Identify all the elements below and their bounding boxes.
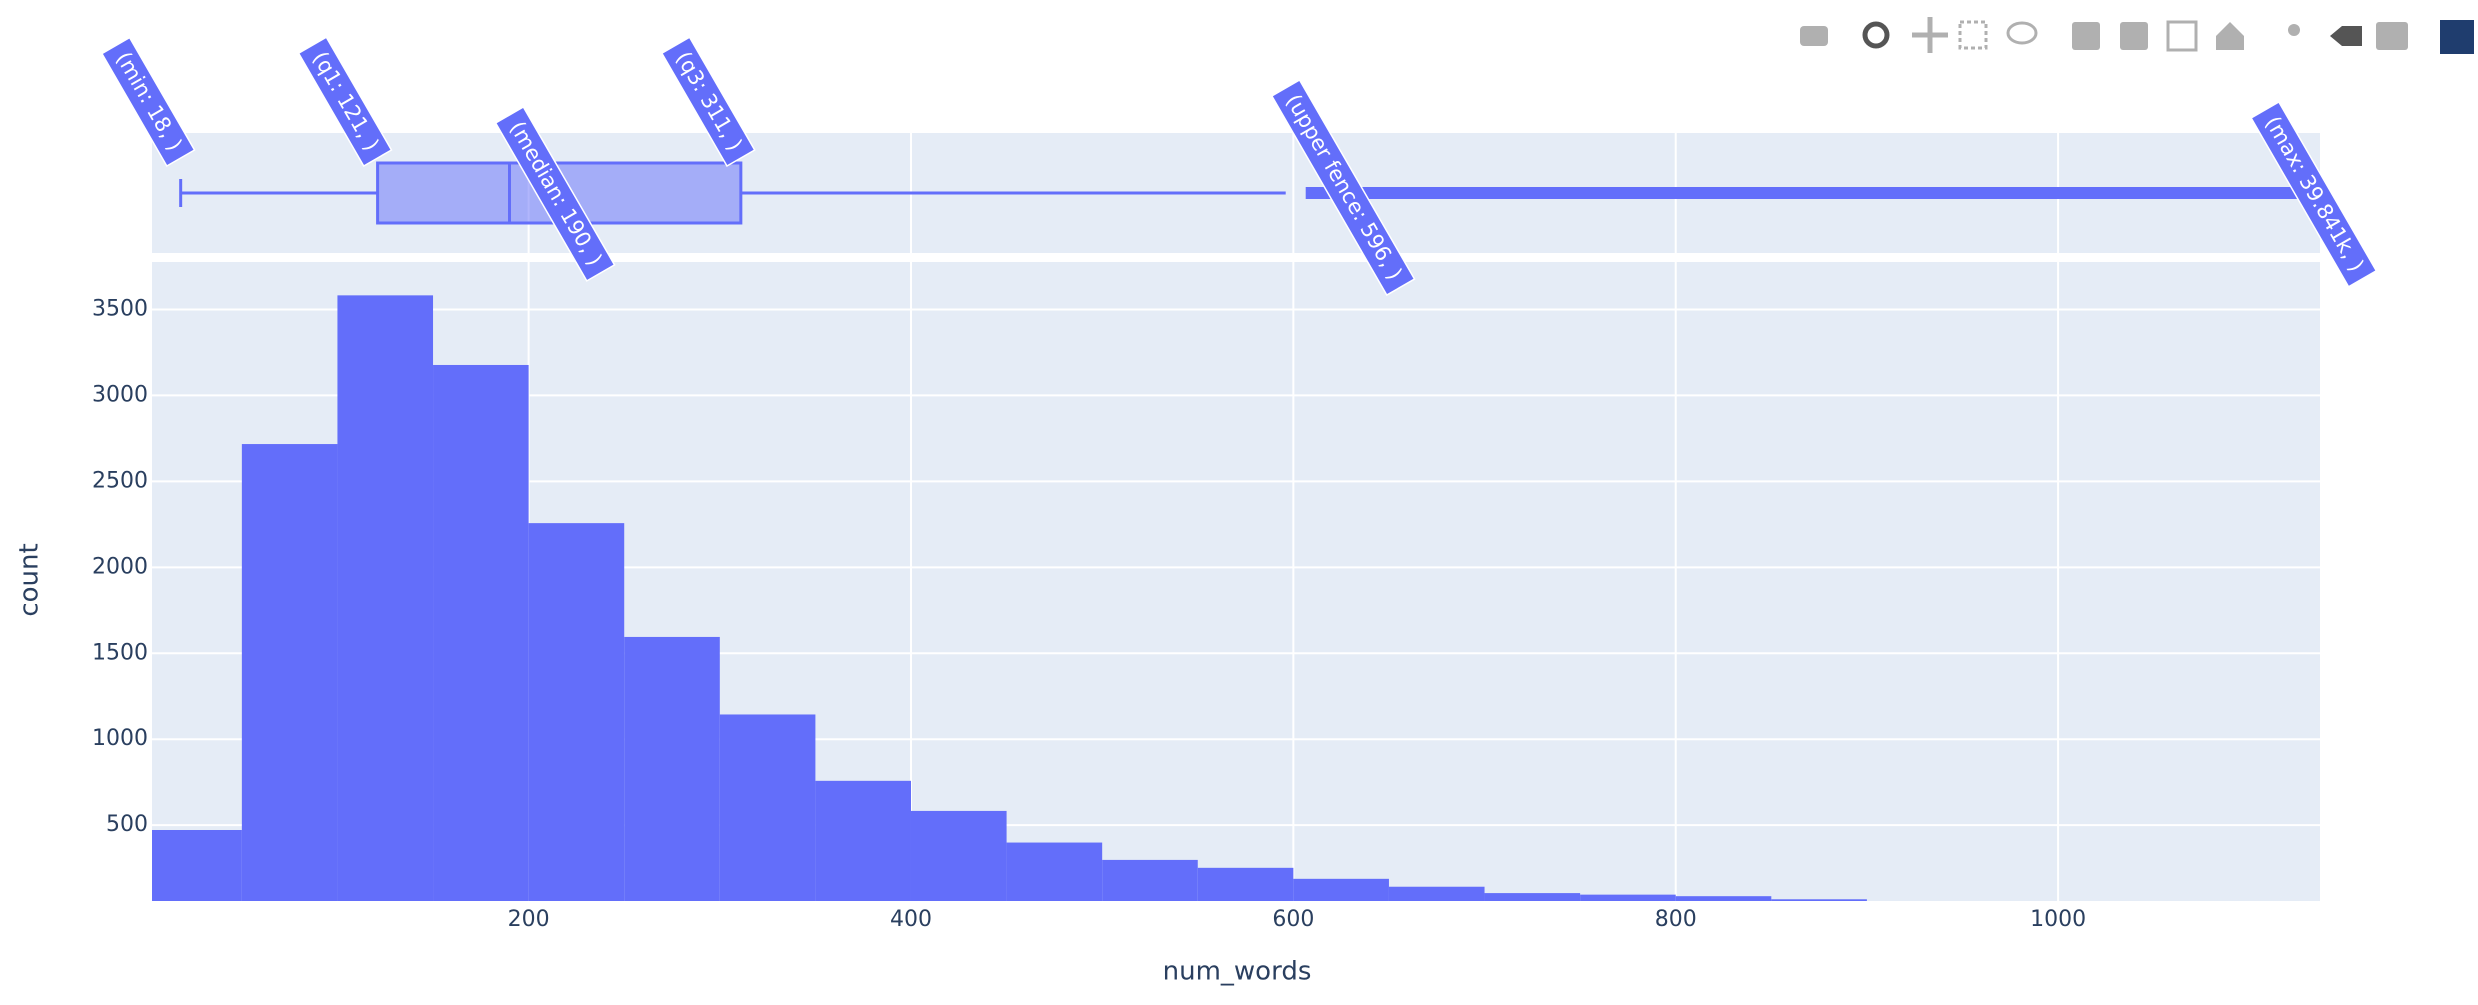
bar xyxy=(1771,899,1867,901)
zoom-in-icon[interactable] xyxy=(2072,22,2100,50)
bar xyxy=(815,780,911,901)
x-axis-title: num_words xyxy=(1163,957,1312,987)
home-icon[interactable] xyxy=(2216,22,2244,50)
y-tick-label: 2000 xyxy=(92,554,148,579)
x-tick-label: 1000 xyxy=(2030,907,2086,932)
hover-label-bg xyxy=(2250,100,2378,288)
hover-label-bg xyxy=(1270,78,1416,297)
x-tick-label: 800 xyxy=(1655,907,1697,932)
bar xyxy=(719,714,816,901)
outlier-band xyxy=(1305,187,2300,199)
bar xyxy=(624,636,720,901)
bar xyxy=(1102,859,1198,901)
hover-compare-icon[interactable] xyxy=(2376,22,2408,50)
bar xyxy=(528,523,625,901)
bar xyxy=(1484,893,1581,901)
bar xyxy=(433,364,529,901)
bar xyxy=(337,295,434,901)
select-icon[interactable] xyxy=(1958,20,1988,50)
bar xyxy=(152,830,242,901)
bar xyxy=(1675,896,1772,901)
hover-label: (min: 18, ) xyxy=(100,36,196,168)
pan-icon[interactable] xyxy=(1912,17,1948,53)
y-tick-label: 500 xyxy=(106,812,148,837)
bar xyxy=(1293,878,1389,901)
bar xyxy=(241,444,338,901)
bar xyxy=(1580,894,1676,901)
y-axis-title: count xyxy=(15,543,45,616)
y-tick-label: 1500 xyxy=(92,640,148,665)
spike-icon[interactable] xyxy=(2288,24,2300,36)
y-tick-label: 3500 xyxy=(92,296,148,321)
y-tick-label: 1000 xyxy=(92,726,148,751)
bar xyxy=(910,810,1007,901)
hover-label-bg xyxy=(297,36,393,168)
x-tick-label: 200 xyxy=(508,907,550,932)
hover-label-bg xyxy=(100,36,196,168)
bar xyxy=(1006,842,1103,901)
camera-icon[interactable] xyxy=(1800,26,1828,46)
toolbar[interactable] xyxy=(1800,17,2474,54)
x-tick-label: 400 xyxy=(890,907,932,932)
plotly-logo[interactable] xyxy=(2440,20,2474,54)
zoom-icon[interactable] xyxy=(1862,21,1890,49)
autoscale-icon[interactable] xyxy=(2166,20,2198,52)
bar xyxy=(1388,886,1485,901)
y-tick-label: 2500 xyxy=(92,468,148,493)
hover-label-bg xyxy=(494,105,616,282)
x-tick-label: 600 xyxy=(1272,907,1314,932)
hover-label-text: (min: 18, ) xyxy=(111,48,187,155)
lasso-icon[interactable] xyxy=(2006,21,2038,45)
bar xyxy=(1197,867,1294,901)
hover-closest-icon[interactable] xyxy=(2330,26,2362,46)
y-tick-label: 3000 xyxy=(92,382,148,407)
zoom-out-icon[interactable] xyxy=(2120,22,2148,50)
hover-label-bg xyxy=(660,36,756,168)
